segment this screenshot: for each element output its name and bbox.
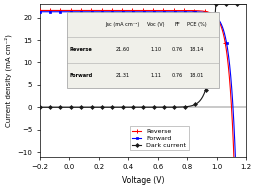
Dark current bbox=[212, 33, 215, 35]
Dark current bbox=[39, 106, 42, 108]
Reverse bbox=[233, 172, 236, 174]
Legend: Reverse, Forward, Dark current: Reverse, Forward, Dark current bbox=[130, 126, 189, 150]
Reverse bbox=[38, 9, 41, 12]
Reverse bbox=[46, 9, 49, 12]
Reverse bbox=[226, 56, 229, 58]
Y-axis label: Current density (mA cm⁻²): Current density (mA cm⁻²) bbox=[4, 34, 12, 127]
Forward bbox=[77, 11, 80, 13]
Dark current bbox=[214, 3, 217, 5]
Dark current bbox=[38, 106, 41, 108]
X-axis label: Voltage (V): Voltage (V) bbox=[122, 176, 164, 185]
Forward bbox=[38, 11, 41, 13]
Dark current bbox=[226, 3, 229, 5]
Reverse bbox=[76, 9, 79, 12]
Line: Forward: Forward bbox=[38, 10, 248, 189]
Dark current bbox=[165, 106, 168, 108]
Forward bbox=[234, 169, 237, 171]
Reverse bbox=[51, 9, 54, 12]
Line: Reverse: Reverse bbox=[38, 8, 247, 189]
Line: Dark current: Dark current bbox=[38, 3, 248, 109]
Dark current bbox=[161, 106, 164, 108]
Forward bbox=[227, 55, 230, 58]
Dark current bbox=[245, 3, 248, 5]
Reverse bbox=[93, 9, 96, 12]
Forward bbox=[47, 11, 50, 13]
Dark current bbox=[161, 106, 164, 108]
Forward bbox=[93, 11, 96, 13]
Forward bbox=[51, 11, 54, 13]
